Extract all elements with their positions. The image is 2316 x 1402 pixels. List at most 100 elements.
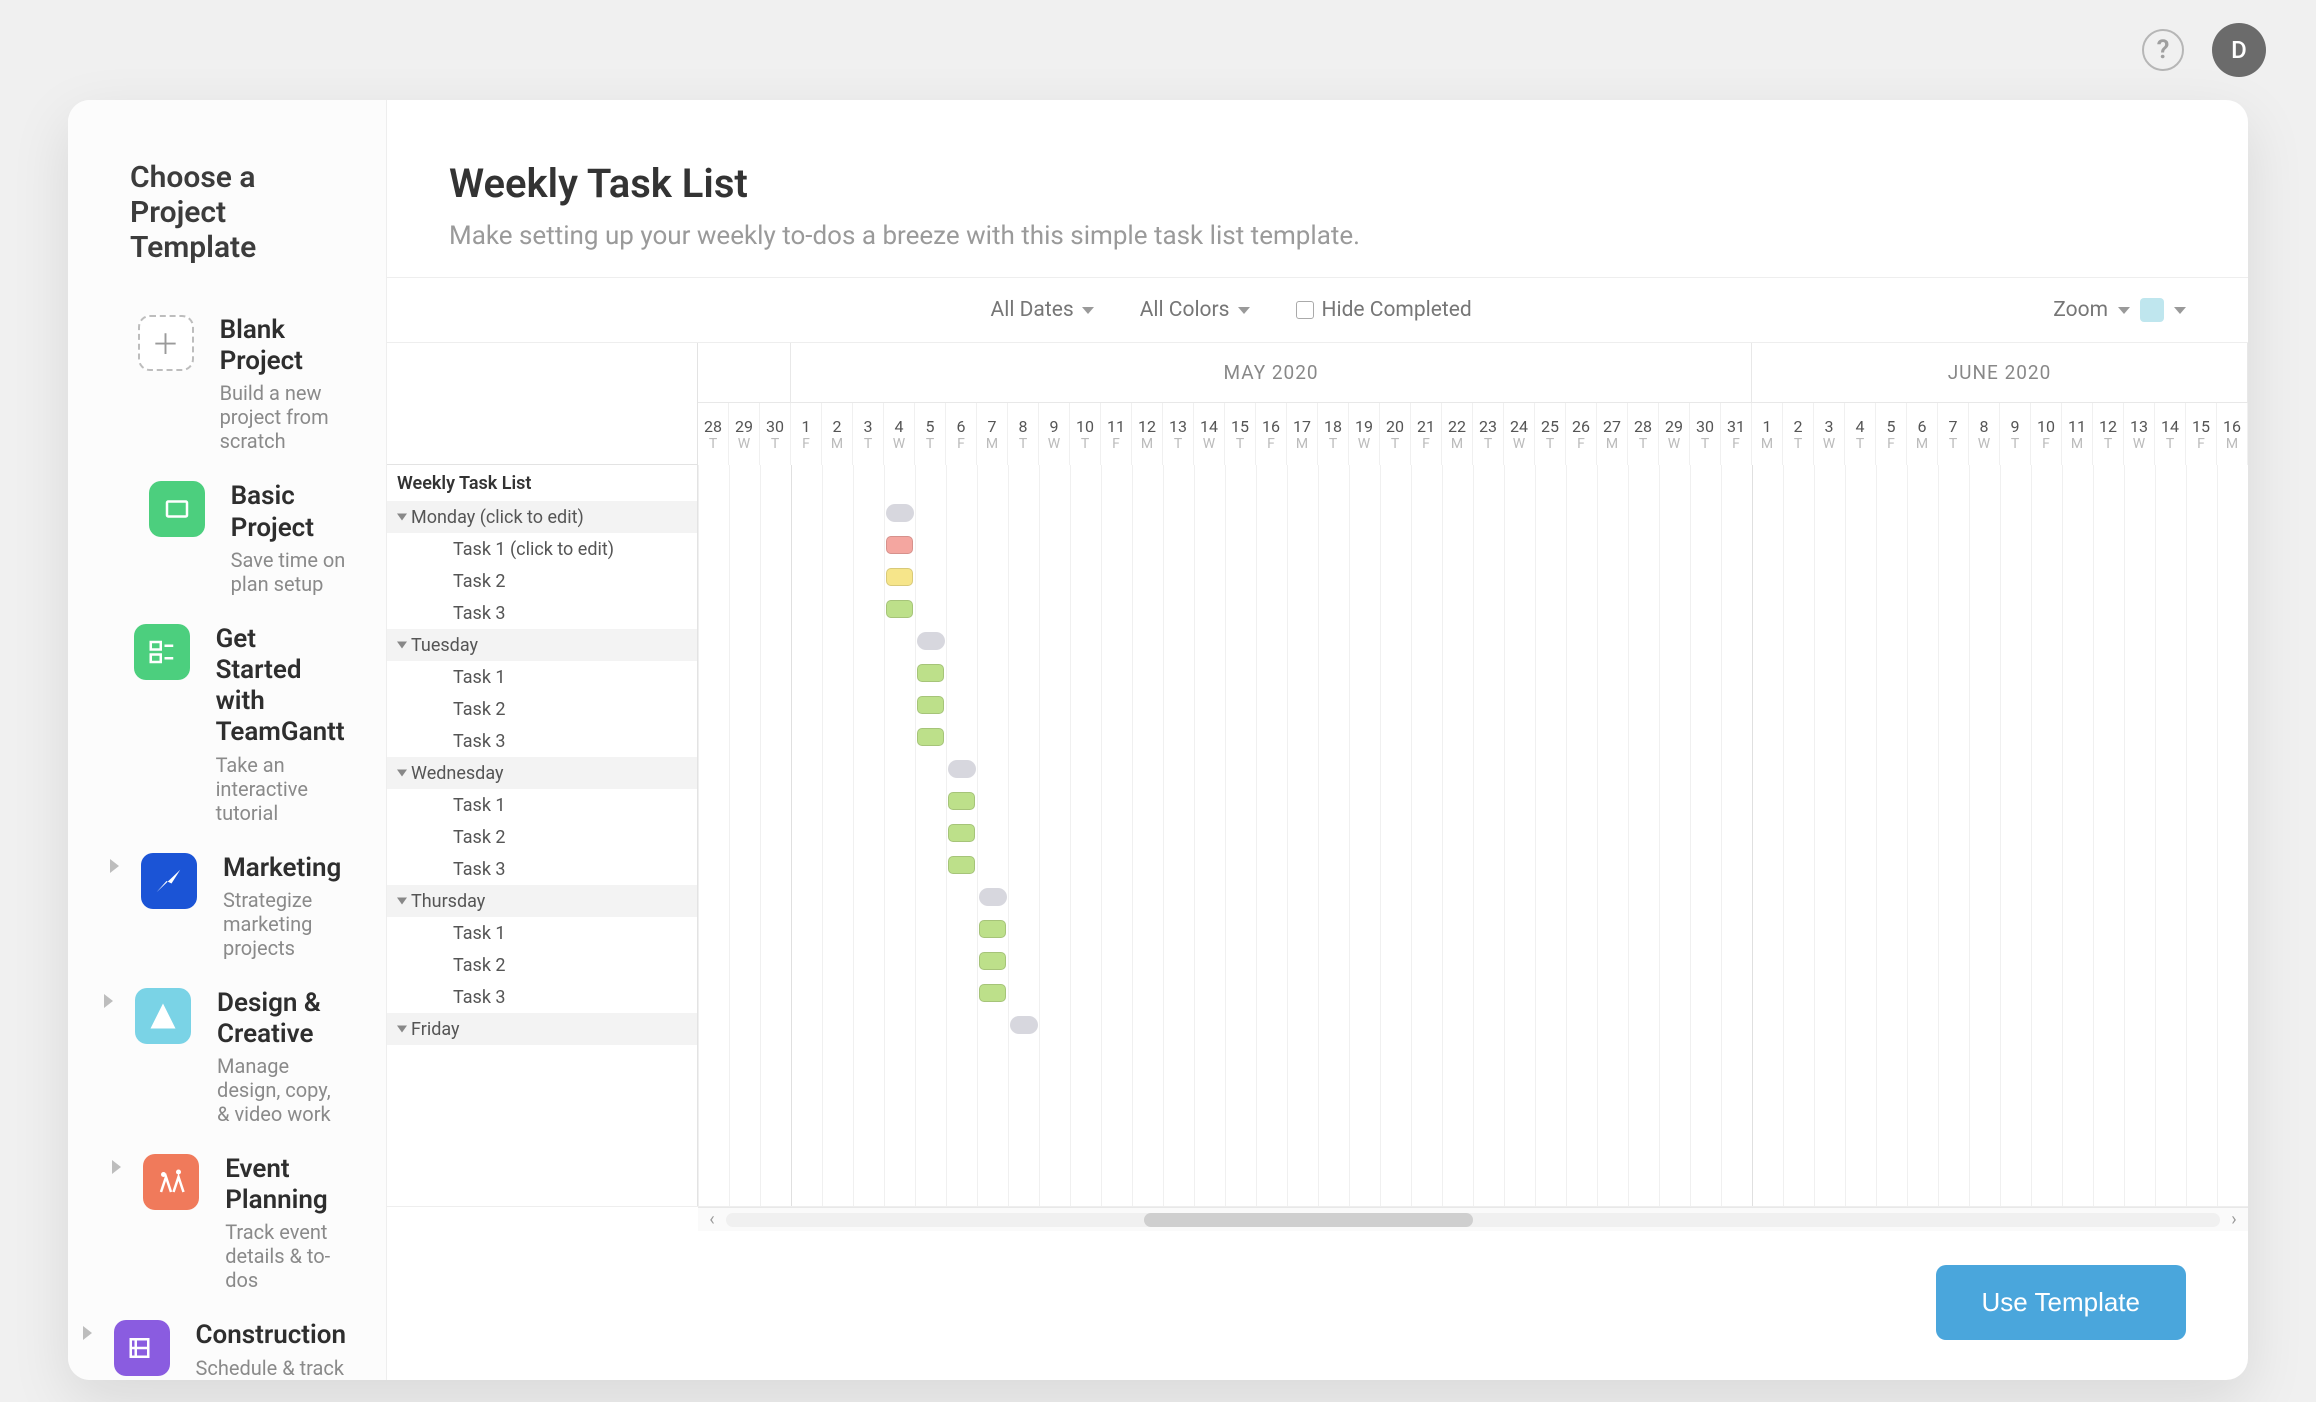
caret-right-icon[interactable]: [104, 994, 113, 1008]
day-header: 14T: [2155, 403, 2186, 465]
gantt-chart: Weekly Task ListMonday (click to edit)Ta…: [387, 343, 2248, 1207]
day-header: 9W: [1039, 403, 1070, 465]
design-icon: [135, 988, 191, 1044]
category-blank[interactable]: ＋Blank ProjectBuild a new project from s…: [68, 301, 386, 467]
use-template-button[interactable]: Use Template: [1936, 1265, 2187, 1340]
category-name: Marketing: [223, 853, 346, 884]
day-header: 4T: [1845, 403, 1876, 465]
filter-hide-completed[interactable]: Hide Completed: [1296, 298, 1472, 322]
template-description: Make setting up your weekly to-dos a bre…: [449, 221, 2186, 251]
day-header: 15F: [2186, 403, 2217, 465]
day-header: 17M: [1287, 403, 1318, 465]
gantt-group-row[interactable]: Tuesday: [387, 629, 697, 661]
category-name: Event Planning: [225, 1154, 346, 1216]
day-header: 29W: [1659, 403, 1690, 465]
gantt-group-row[interactable]: Monday (click to edit): [387, 501, 697, 533]
caret-right-icon[interactable]: [83, 1326, 92, 1340]
gantt-task-row[interactable]: Task 1 (click to edit): [387, 533, 697, 565]
gantt-task-row[interactable]: Task 3: [387, 597, 697, 629]
day-header: 28T: [698, 403, 729, 465]
category-desc: Save time on plan setup: [231, 548, 346, 596]
day-header: 3T: [853, 403, 884, 465]
day-header: 27M: [1597, 403, 1628, 465]
category-event[interactable]: Event PlanningTrack event details & to-d…: [68, 1140, 386, 1306]
caret-right-icon[interactable]: [110, 859, 119, 873]
day-header: 6F: [946, 403, 977, 465]
day-header: 2M: [822, 403, 853, 465]
day-header: 12T: [2093, 403, 2124, 465]
category-basic[interactable]: Basic ProjectSave time on plan setup: [68, 467, 386, 609]
category-desc: Take an interactive tutorial: [216, 753, 346, 825]
day-header: 19W: [1349, 403, 1380, 465]
gantt-task-row[interactable]: Task 3: [387, 725, 697, 757]
gantt-group-row[interactable]: Wednesday: [387, 757, 697, 789]
scroll-right-icon[interactable]: ›: [2220, 1209, 2248, 1230]
gantt-task-row[interactable]: Task 1: [387, 789, 697, 821]
month-header: MAY 2020: [791, 343, 1752, 402]
gantt-task-row[interactable]: Task 2: [387, 565, 697, 597]
gantt-project-title[interactable]: Weekly Task List: [387, 465, 697, 501]
day-header: 29W: [729, 403, 760, 465]
gantt-task-row[interactable]: Task 2: [387, 949, 697, 981]
day-header: 8W: [1969, 403, 2000, 465]
day-header: 21F: [1411, 403, 1442, 465]
template-picker-modal: Choose a Project Template ＋Blank Project…: [68, 100, 2248, 1380]
day-header: 16F: [1256, 403, 1287, 465]
day-header: 13T: [1163, 403, 1194, 465]
scroll-track[interactable]: [726, 1213, 2220, 1227]
gantt-task-row[interactable]: Task 3: [387, 981, 697, 1013]
scroll-thumb[interactable]: [1144, 1213, 1473, 1227]
day-header: 13W: [2124, 403, 2155, 465]
day-header: 25T: [1535, 403, 1566, 465]
gantt-task-row[interactable]: Task 2: [387, 693, 697, 725]
day-header: 1F: [791, 403, 822, 465]
gantt-horizontal-scrollbar[interactable]: ‹ ›: [698, 1207, 2248, 1231]
filter-hide-completed-label: Hide Completed: [1322, 298, 1472, 322]
category-tutorial[interactable]: Get Started with TeamGanttTake an intera…: [68, 610, 386, 839]
gantt-task-row[interactable]: Task 1: [387, 917, 697, 949]
day-header: 9T: [2000, 403, 2031, 465]
gantt-group-row[interactable]: Friday: [387, 1013, 697, 1045]
filter-colors[interactable]: All Colors: [1140, 298, 1250, 322]
day-header: 15T: [1225, 403, 1256, 465]
template-title: Weekly Task List: [449, 160, 2186, 207]
filter-colors-label: All Colors: [1140, 298, 1230, 322]
category-name: Construction: [196, 1320, 347, 1351]
day-header: 7M: [977, 403, 1008, 465]
scroll-left-icon[interactable]: ‹: [698, 1209, 726, 1230]
category-desc: Manage design, copy, & video work: [217, 1054, 346, 1126]
gantt-filters: All Dates All Colors Hide Completed Zoom: [387, 277, 2248, 343]
day-header: 28T: [1628, 403, 1659, 465]
category-construction[interactable]: ConstructionSchedule & track constructio…: [68, 1306, 386, 1380]
day-header: 11M: [2062, 403, 2093, 465]
day-header: 10T: [1070, 403, 1101, 465]
chevron-down-icon: [2118, 307, 2130, 314]
sidebar-title: Choose a Project Template: [68, 160, 386, 301]
category-design[interactable]: Design & CreativeManage design, copy, & …: [68, 974, 386, 1140]
marketing-icon: [141, 853, 197, 909]
day-header: 16M: [2217, 403, 2248, 465]
category-desc: Build a new project from scratch: [220, 381, 346, 453]
day-header: 3W: [1814, 403, 1845, 465]
day-header: 2T: [1783, 403, 1814, 465]
checkbox-icon[interactable]: [1296, 301, 1314, 319]
day-header: 5F: [1876, 403, 1907, 465]
filter-dates[interactable]: All Dates: [991, 298, 1094, 322]
month-header: JUNE 2020: [1752, 343, 2248, 402]
category-marketing[interactable]: MarketingStrategize marketing projects: [68, 839, 386, 974]
day-header: 4W: [884, 403, 915, 465]
gantt-task-row[interactable]: Task 1: [387, 661, 697, 693]
zoom-control[interactable]: Zoom: [2053, 298, 2186, 322]
day-header: 30T: [1690, 403, 1721, 465]
avatar[interactable]: D: [2212, 23, 2266, 77]
gantt-timeline[interactable]: MAY 2020JUNE 2020 28T29W30T1F2M3T4W5T6F7…: [698, 343, 2248, 1206]
gantt-task-row[interactable]: Task 3: [387, 853, 697, 885]
gantt-group-row[interactable]: Thursday: [387, 885, 697, 917]
day-header: 12M: [1132, 403, 1163, 465]
day-header: 14W: [1194, 403, 1225, 465]
help-icon[interactable]: ?: [2142, 29, 2184, 71]
caret-right-icon[interactable]: [112, 1160, 121, 1174]
gantt-task-row[interactable]: Task 2: [387, 821, 697, 853]
basic-icon: [149, 481, 205, 537]
chevron-down-icon: [1082, 307, 1094, 314]
